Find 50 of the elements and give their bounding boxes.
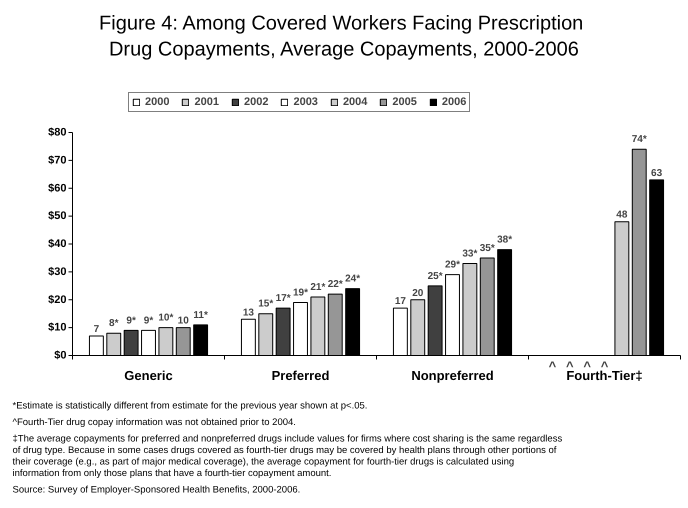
y-tick-label: $60 xyxy=(48,182,67,194)
data-label: 15* xyxy=(258,298,274,310)
data-label: 25* xyxy=(428,270,443,282)
legend-label: 2006 xyxy=(442,96,466,108)
source-note: Source: Survey of Employer-Sponsored Health Benefits, 2000-2006. xyxy=(12,484,300,496)
data-label: 8* xyxy=(109,318,119,330)
data-label: 17* xyxy=(276,293,291,304)
data-label: 33* xyxy=(462,248,478,260)
legend-label: 2001 xyxy=(194,96,219,108)
y-tick-label: $20 xyxy=(48,294,67,306)
data-label: 9* xyxy=(126,315,136,326)
data-label: 63 xyxy=(651,168,663,179)
data-label: 21* xyxy=(310,282,326,293)
data-label: 11* xyxy=(193,310,208,321)
y-tick-label: $70 xyxy=(48,154,67,166)
data-label: 48 xyxy=(616,210,628,221)
data-label: 35* xyxy=(480,242,495,254)
legend-label: 2000 xyxy=(145,96,170,108)
y-tick-label: $30 xyxy=(48,266,67,278)
x-tick-label: Generic xyxy=(124,368,173,383)
legend-label: 2004 xyxy=(342,96,368,108)
text: ‡The average copayments for preferred and nonpreferred drugs include values for firms where cost sharing is the same regardless of drug type. Because in some cases drugs covered as fourth-tier drugs may be covered by health plans through other portions of their coverage (e.g., as part of major medical coverage), the average copayment for fourth-tier drugs is calculated using information from only those plans that have a fourth-tier copayment amount. xyxy=(12,434,562,479)
data-label: 9* xyxy=(144,315,154,326)
data-label: 7 xyxy=(94,324,100,335)
data-label: 17 xyxy=(394,296,406,308)
y-tick-label: $80 xyxy=(48,126,67,138)
x-tick-label: Preferred xyxy=(272,368,330,383)
text: ^Fourth-Tier drug copay information was not obtained prior to 2004. xyxy=(12,417,296,428)
legend-label: 2005 xyxy=(392,96,417,108)
legend-label: 2002 xyxy=(244,96,268,108)
data-label: 20 xyxy=(412,288,424,299)
chart-title: Figure 4: Among Covered Workers Facing Prescription Drug Copayments, Average Copayments, 2000-2006 xyxy=(99,12,584,60)
text: ^ xyxy=(548,358,556,374)
data-label: 10 xyxy=(178,316,190,327)
y-tick-label: $40 xyxy=(48,238,67,250)
x-tick-label: Nonpreferred xyxy=(411,368,494,383)
legend-label: 2003 xyxy=(293,96,318,108)
y-tick-label: $10 xyxy=(48,322,67,334)
data-label: 13 xyxy=(242,307,254,318)
text: *Estimate is statistically different from estimate for the previous year shown at p<.05. xyxy=(12,400,368,412)
data-label: 22* xyxy=(328,279,343,290)
data-label: 38* xyxy=(497,234,512,246)
y-tick-label: $50 xyxy=(48,210,67,222)
data-label: 74* xyxy=(632,134,647,146)
data-label: 19* xyxy=(292,288,308,299)
data-label: 10* xyxy=(158,312,174,324)
data-label: 24* xyxy=(345,274,360,285)
data-label: 29* xyxy=(444,260,460,271)
y-tick-label: $0 xyxy=(54,350,67,362)
text: ^ xyxy=(583,358,591,374)
